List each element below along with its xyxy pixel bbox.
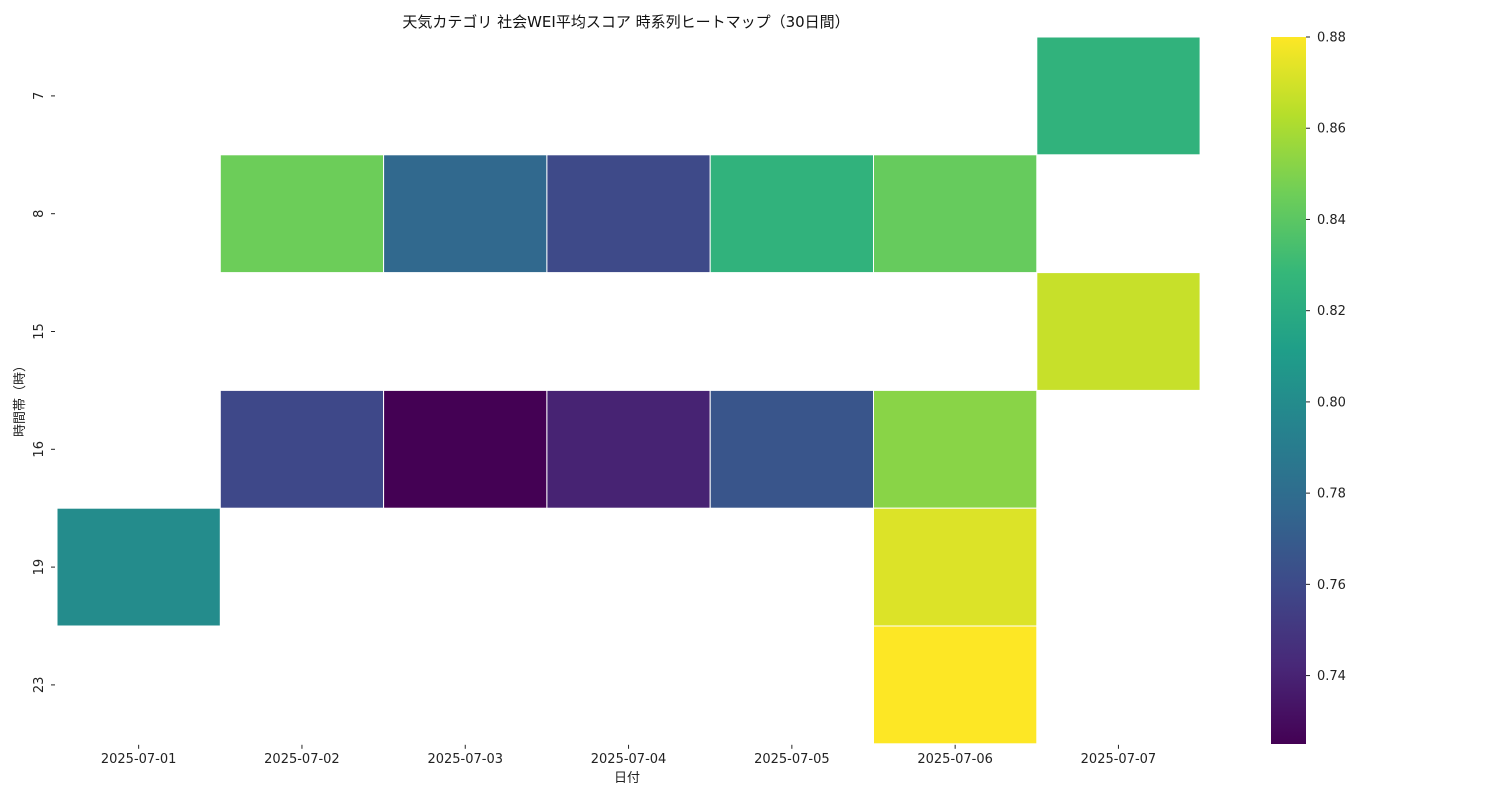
heatmap-cell [1036,272,1201,391]
x-tick-label: 2025-07-05 [754,752,830,767]
y-tick-label: 8 [32,210,47,218]
y-tick-label: 16 [32,441,47,458]
x-tick-label: 2025-07-07 [1081,752,1157,767]
heatmap-cell [56,507,221,627]
x-tick-label: 2025-07-03 [427,752,503,767]
x-tick-label: 2025-07-06 [917,752,993,767]
x-tick-label: 2025-07-04 [591,752,667,767]
heatmap-cell [873,154,1038,274]
colorbar-tick-label: 0.82 [1317,304,1346,319]
colorbar-tick-label: 0.74 [1317,669,1346,684]
colorbar-tick-label: 0.84 [1317,213,1346,228]
x-tick-label: 2025-07-02 [264,752,340,767]
colorbar-tick-label: 0.86 [1317,122,1346,137]
y-tick-label: 15 [32,323,47,340]
heatmap-cell [546,154,711,274]
heatmap-cell [873,389,1038,509]
heatmap-cell [1036,36,1201,156]
heatmap-cells [56,36,1201,745]
chart-title: 天気カテゴリ 社会WEI平均スコア 時系列ヒートマップ（30日間） [402,13,849,31]
colorbar [1271,37,1306,744]
y-tick-label: 19 [32,559,47,576]
y-axis-ticks: 7 8 15 16 19 23 [32,92,55,693]
y-axis-label: 時間帯（時） [13,359,28,437]
x-axis-ticks: 2025-07-01 2025-07-02 2025-07-03 2025-07-04… [101,744,1157,767]
heatmap-cell [873,625,1038,745]
heatmap-cell [219,389,385,509]
heatmap-cell [383,389,548,509]
x-tick-label: 2025-07-01 [101,752,177,767]
heatmap-cell [219,154,385,274]
heatmap-cell [709,154,875,274]
colorbar-tick-label: 0.78 [1317,487,1346,502]
y-tick-label: 7 [32,92,47,100]
heatmap-cell [709,389,875,509]
heatmap-cell [873,507,1038,627]
colorbar-tick-label: 0.80 [1317,395,1346,410]
y-tick-label: 23 [32,677,47,694]
heatmap-cell [546,389,711,509]
colorbar-tick-label: 0.88 [1317,31,1346,46]
x-axis-label: 日付 [614,771,640,786]
colorbar-ticks: 0.74 0.76 0.78 0.80 0.82 0.84 0.86 0.88 [1306,31,1346,684]
colorbar-tick-label: 0.76 [1317,578,1346,593]
heatmap-cell [383,154,548,274]
